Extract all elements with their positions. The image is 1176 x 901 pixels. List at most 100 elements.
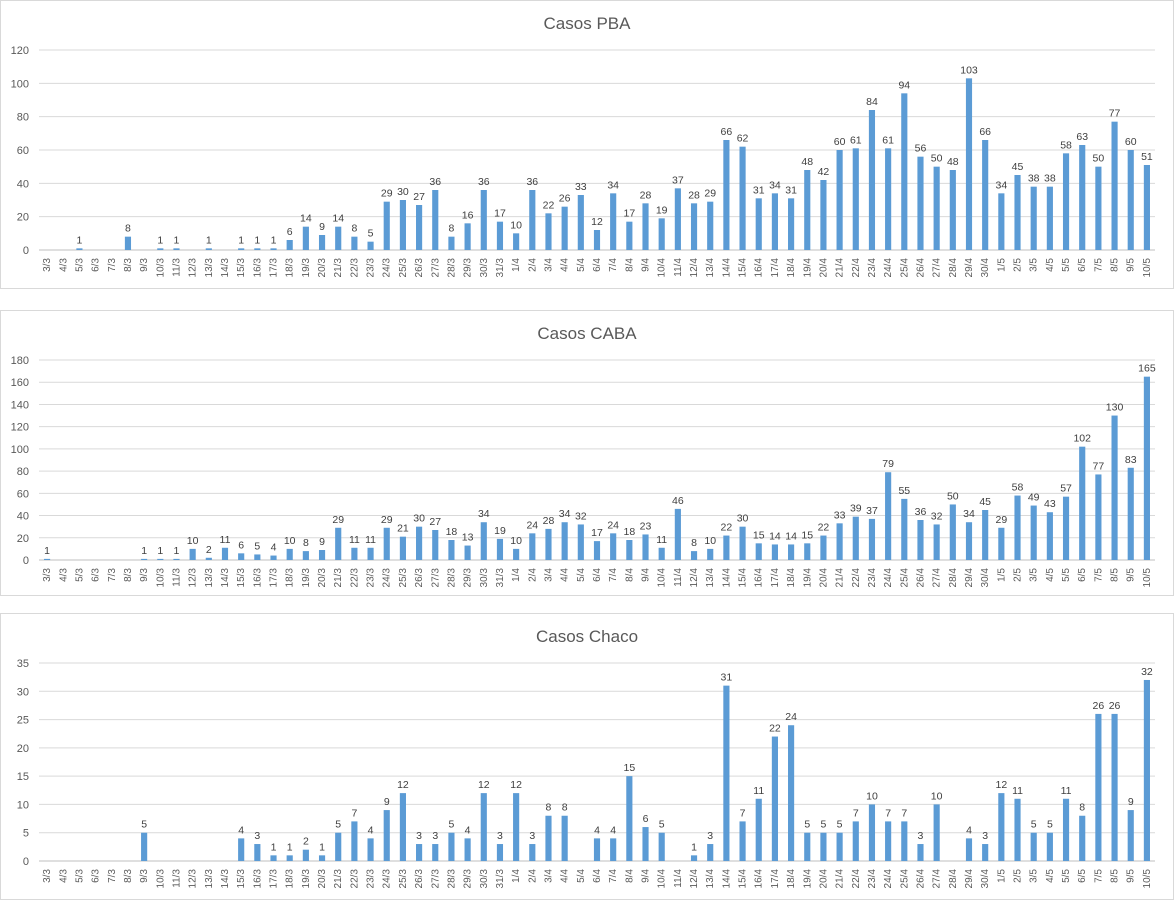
bar-16-4 (755, 198, 762, 250)
bar-30-4 (982, 510, 989, 560)
x-tick-label: 9/5 (1126, 869, 1137, 883)
bar-26-4 (917, 844, 924, 861)
data-label: 7 (351, 807, 357, 819)
x-tick-label: 19/3 (301, 568, 312, 588)
x-tick-label: 21/4 (835, 258, 846, 278)
data-label: 48 (947, 156, 959, 168)
bar-25-3 (399, 536, 406, 560)
data-label: 3 (432, 830, 438, 842)
bar-16-3 (254, 248, 261, 250)
bar-3-5 (1030, 832, 1037, 861)
x-tick-label: 7/5 (1093, 869, 1104, 883)
data-label: 1 (174, 234, 180, 246)
data-label: 29 (332, 514, 344, 526)
data-label: 3 (707, 830, 713, 842)
bar-19-3 (302, 551, 309, 560)
x-tick-label: 9/5 (1126, 568, 1137, 582)
y-tick-label: 15 (17, 771, 29, 783)
bar-14-4 (723, 685, 730, 861)
bar-21-3 (335, 832, 342, 861)
x-tick-label: 27/3 (430, 869, 441, 889)
x-tick-label: 31/3 (495, 869, 506, 889)
bar-18-4 (788, 725, 795, 861)
data-label: 1 (206, 234, 212, 246)
x-tick-label: 3/4 (543, 258, 554, 272)
x-tick-label: 23/4 (867, 258, 878, 278)
data-label: 11 (220, 534, 231, 546)
data-label: 8 (546, 802, 552, 814)
data-label: 4 (966, 824, 972, 836)
bar-7-4 (610, 533, 617, 560)
data-label: 102 (1073, 433, 1091, 445)
data-label: 11 (349, 534, 360, 546)
data-label: 31 (753, 184, 765, 196)
x-tick-label: 15/4 (738, 568, 749, 588)
bar-27-4 (933, 524, 940, 560)
bar-9-3 (141, 832, 148, 861)
x-tick-label: 21/3 (333, 568, 344, 588)
x-tick-label: 17/3 (269, 258, 280, 278)
x-tick-label: 19/4 (802, 869, 813, 889)
bar-9-3 (141, 558, 148, 560)
x-tick-label: 4/4 (560, 568, 571, 582)
data-label: 32 (1141, 666, 1153, 678)
x-tick-label: 7/5 (1093, 568, 1104, 582)
data-label: 13 (462, 532, 474, 544)
bar-22-4 (852, 148, 859, 250)
data-label: 7 (740, 807, 746, 819)
bar-1-4 (513, 793, 520, 861)
x-tick-label: 18/3 (285, 568, 296, 588)
x-tick-label: 6/5 (1077, 869, 1088, 883)
x-tick-label: 11/3 (171, 258, 182, 277)
chart-title: Casos Chaco (536, 627, 638, 646)
x-tick-label: 22/3 (349, 869, 360, 889)
bar-27-4 (933, 166, 940, 250)
data-label: 11 (1061, 785, 1072, 797)
bar-30-4 (982, 140, 989, 250)
data-label: 29 (381, 514, 393, 526)
bar-18-4 (788, 544, 795, 560)
chart-title: Casos CABA (537, 324, 637, 343)
bar-17-4 (771, 736, 778, 861)
bar-10-5 (1143, 679, 1150, 861)
x-tick-label: 2/5 (1013, 258, 1024, 272)
x-tick-label: 9/3 (139, 258, 150, 272)
bar-30-3 (480, 793, 487, 861)
bar-21-3 (335, 226, 342, 250)
data-label: 11 (1012, 785, 1023, 797)
x-tick-label: 27/4 (932, 258, 943, 278)
x-tick-label: 31/3 (495, 258, 506, 278)
x-tick-label: 20/3 (317, 568, 328, 588)
bar-13-3 (205, 557, 212, 560)
bar-25-4 (901, 93, 908, 250)
data-label: 11 (365, 534, 376, 546)
data-label: 50 (1093, 153, 1105, 165)
data-label: 30 (737, 513, 749, 525)
x-tick-label: 24/3 (382, 258, 393, 278)
bar-4-5 (1046, 186, 1053, 250)
data-label: 3 (416, 830, 422, 842)
data-label: 1 (157, 234, 163, 246)
x-tick-label: 14/4 (721, 258, 732, 278)
x-tick-label: 24/4 (883, 869, 894, 889)
data-label: 5 (335, 819, 341, 831)
bar-2-4 (529, 844, 536, 861)
bar-25-4 (901, 821, 908, 861)
data-label: 37 (672, 174, 684, 186)
data-label: 9 (1128, 796, 1134, 808)
bar-21-4 (836, 523, 843, 560)
bar-9-5 (1127, 150, 1134, 250)
data-label: 3 (497, 830, 503, 842)
data-label: 3 (982, 830, 988, 842)
x-tick-label: 11/4 (673, 869, 684, 888)
bar-10-4 (658, 832, 665, 861)
bar-9-4 (642, 827, 649, 861)
x-tick-label: 20/3 (317, 869, 328, 889)
x-tick-label: 17/4 (770, 869, 781, 889)
bar-15-3 (238, 248, 245, 250)
data-label: 30 (397, 186, 409, 198)
x-tick-label: 15/3 (236, 258, 247, 278)
bar-8-4 (626, 221, 633, 250)
x-tick-label: 13/3 (204, 568, 215, 588)
bar-5-4 (577, 195, 584, 250)
